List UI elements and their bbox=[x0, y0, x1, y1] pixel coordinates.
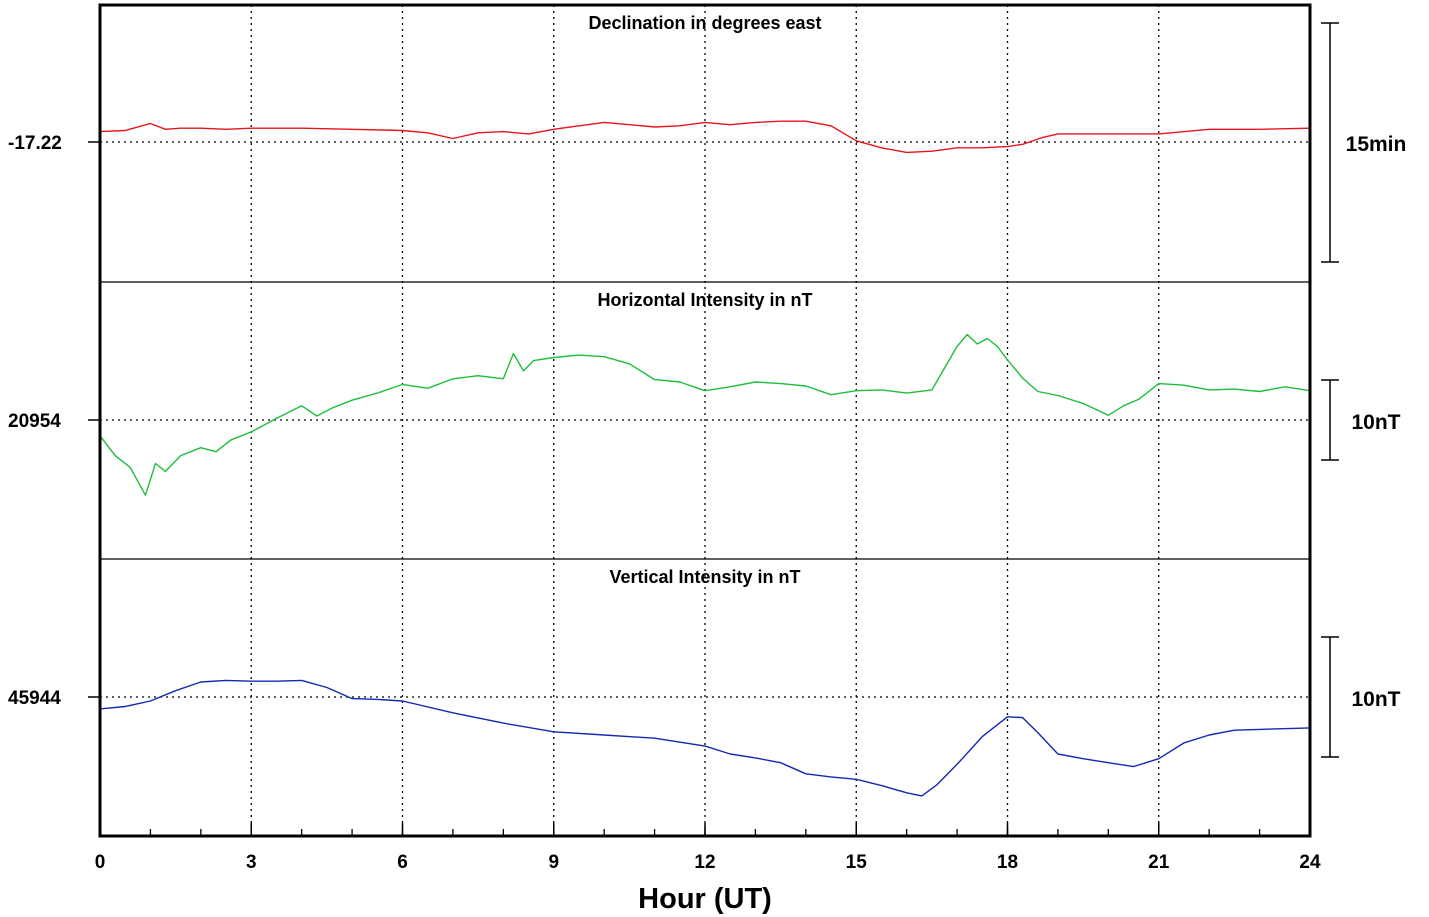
x-axis-label: Hour (UT) bbox=[638, 883, 772, 915]
x-tick-label: 9 bbox=[548, 852, 559, 873]
baseline-label: 20954 bbox=[8, 411, 61, 432]
series-line bbox=[99, 333, 1311, 496]
baseline-label: -17.22 bbox=[8, 133, 62, 154]
x-tick-label: 12 bbox=[694, 852, 715, 873]
x-tick-label: 18 bbox=[997, 852, 1018, 873]
x-tick-label: 0 bbox=[95, 852, 106, 873]
panel-title: Declination in degrees east bbox=[588, 13, 821, 33]
x-tick-label: 15 bbox=[846, 852, 868, 873]
x-tick-label: 6 bbox=[397, 852, 408, 873]
x-tick-label: 3 bbox=[246, 852, 257, 873]
scale-label: 15min bbox=[1346, 133, 1407, 156]
x-tick-label: 21 bbox=[1148, 852, 1170, 873]
chart-panels: -17.22 Declination in degrees east 15min 20… bbox=[8, 13, 1407, 797]
panel-1: -17.22 Declination in degrees east 15min bbox=[8, 13, 1407, 263]
panel-2: 20954 Horizontal Intensity in nT 10nT bbox=[8, 290, 1401, 496]
scale-label: 10nT bbox=[1351, 688, 1400, 711]
panel-title: Horizontal Intensity in nT bbox=[598, 290, 813, 310]
x-axis: 0 3 6 9 12 15 18 21 24 bbox=[95, 823, 1321, 873]
scale-label: 10nT bbox=[1351, 411, 1400, 434]
panel-title: Vertical Intensity in nT bbox=[609, 567, 800, 587]
x-tick-label: 24 bbox=[1299, 852, 1321, 873]
baseline-label: 45944 bbox=[8, 688, 61, 709]
series-line bbox=[99, 679, 1311, 797]
panel-3: 45944 Vertical Intensity in nT 10nT bbox=[8, 567, 1401, 797]
series-line bbox=[99, 120, 1311, 154]
